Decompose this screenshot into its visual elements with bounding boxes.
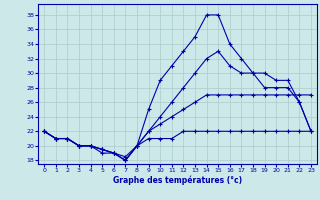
X-axis label: Graphe des températures (°c): Graphe des températures (°c) (113, 176, 242, 185)
